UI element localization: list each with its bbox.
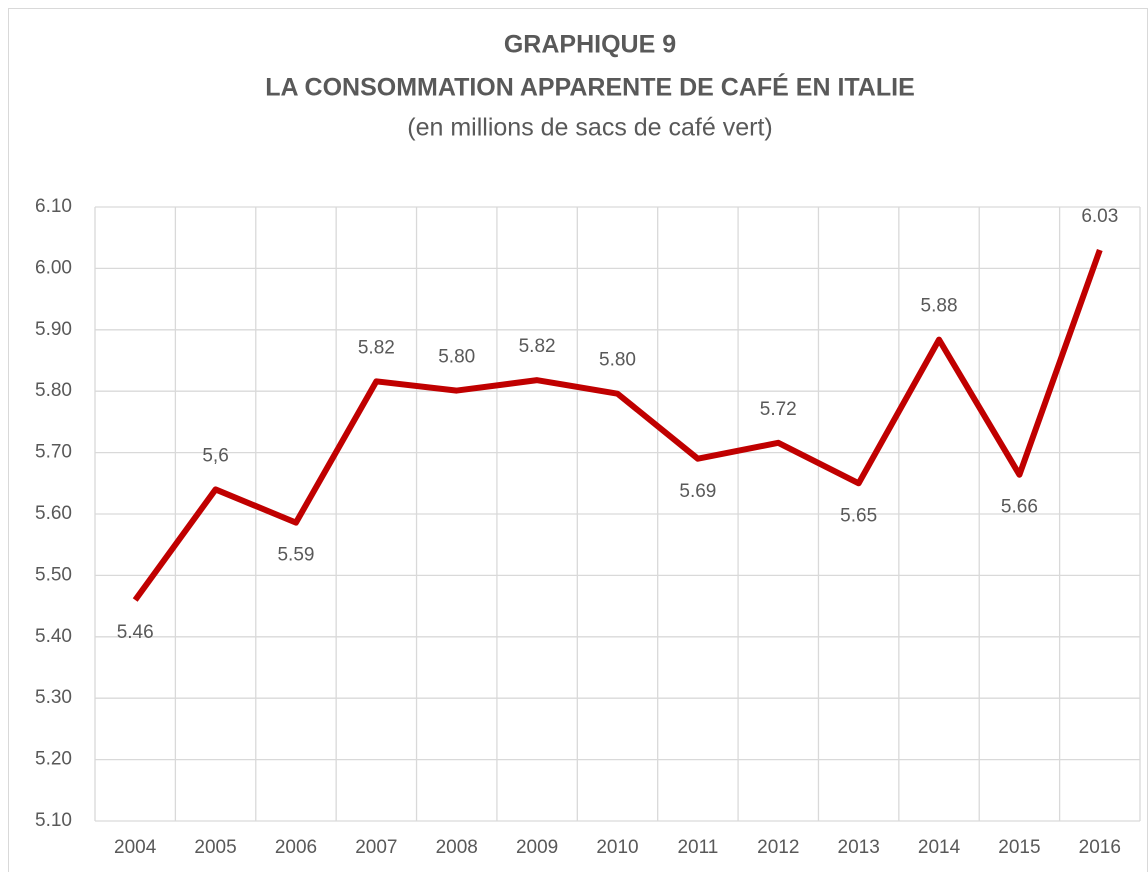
data-label: 5.65 — [840, 505, 877, 526]
data-label: 5.82 — [519, 336, 556, 357]
x-tick-label: 2014 — [918, 837, 961, 858]
data-line — [132, 248, 1103, 602]
x-tick-label: 2013 — [838, 837, 880, 858]
chart-frame — [8, 8, 1148, 877]
x-tick-label: 2012 — [757, 837, 799, 858]
x-tick-label: 2008 — [436, 837, 478, 858]
data-label: 5.72 — [760, 399, 797, 420]
x-tick-label: 2004 — [114, 837, 157, 858]
data-label: 5.80 — [599, 350, 636, 371]
x-tick-label: 2015 — [998, 837, 1040, 858]
x-tick-label: 2009 — [516, 837, 558, 858]
data-label: 5.82 — [358, 337, 395, 358]
data-label: 5,6 — [202, 445, 228, 466]
chart-title: GRAPHIQUE 9 — [504, 31, 676, 59]
data-label: 5.88 — [921, 296, 958, 317]
y-tick-label: 5.20 — [35, 749, 72, 770]
y-tick-label: 5.10 — [35, 810, 72, 831]
y-tick-label: 5.50 — [35, 564, 72, 585]
y-tick-label: 6.10 — [35, 196, 72, 217]
data-label: 5.66 — [1001, 497, 1038, 518]
data-label: 5.59 — [277, 545, 314, 566]
x-tick-label: 2011 — [677, 837, 718, 858]
y-tick-label: 5.90 — [35, 319, 72, 340]
y-tick-label: 6.00 — [35, 257, 72, 278]
y-tick-label: 5.30 — [35, 687, 72, 708]
chart-title: LA CONSOMMATION APPARENTE DE CAFÉ EN ITA… — [265, 73, 915, 102]
y-tick-label: 5.60 — [35, 503, 72, 524]
data-label: 6.03 — [1081, 206, 1118, 227]
x-tick-label: 2007 — [355, 837, 397, 858]
data-label: 5.80 — [438, 347, 475, 368]
x-tick-label: 2005 — [194, 837, 236, 858]
chart-subtitle: (en millions de sacs de café vert) — [407, 114, 772, 142]
y-tick-label: 5.40 — [35, 626, 72, 647]
x-tick-label: 2010 — [596, 837, 638, 858]
x-tick-label: 2016 — [1079, 837, 1121, 858]
y-tick-label: 5.70 — [35, 442, 72, 463]
y-tick-label: 5.80 — [35, 380, 72, 401]
x-tick-label: 2006 — [275, 837, 317, 858]
data-label: 5.46 — [117, 622, 154, 643]
data-label: 5.69 — [679, 481, 716, 502]
